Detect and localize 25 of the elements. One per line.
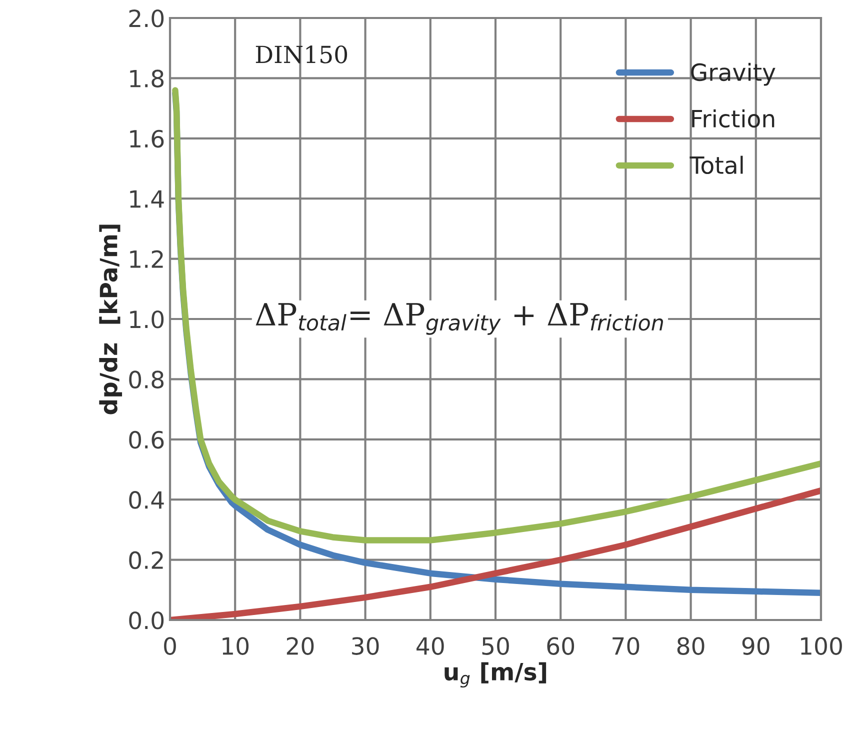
x-tick-label: 60: [547, 637, 574, 655]
x-tick-label: 70: [612, 637, 640, 655]
x-tick-label: 50: [482, 637, 509, 655]
x-tick-label: 0: [164, 637, 176, 655]
y-tick-label: 0.4: [129, 491, 164, 509]
y-tick-label: 0.8: [129, 370, 164, 389]
y-tick-label: 2.0: [129, 9, 164, 28]
x-tick-label: 10: [222, 637, 249, 655]
x-axis-title: u$_{g}$ [m/s]: [444, 662, 546, 688]
y-tick-label: 0.2: [129, 551, 163, 570]
y-tick-label: 1.0: [130, 310, 164, 328]
x-tick-label: 90: [742, 637, 770, 655]
y-tick-label: 1.4: [130, 190, 164, 208]
annotation: ΔP$_{total}$= ΔP$_{gravity}$ + ΔP$_{friction}$: [256, 303, 663, 335]
y-tick-label: 0.6: [129, 430, 164, 449]
x-tick-label: 100: [801, 637, 842, 655]
x-tick-label: 40: [416, 637, 444, 655]
x-tick-label: 80: [677, 637, 704, 655]
y-axis-title: dp/dz [kPa/m]: [99, 224, 122, 414]
y-tick-label: 1.2: [130, 250, 163, 268]
y-tick-label: 0.0: [129, 611, 164, 630]
y-tick-label: 1.8: [130, 70, 164, 88]
x-tick-label: 20: [286, 637, 314, 655]
x-tick-label: 30: [352, 637, 379, 655]
y-tick-label: 1.6: [130, 130, 164, 148]
